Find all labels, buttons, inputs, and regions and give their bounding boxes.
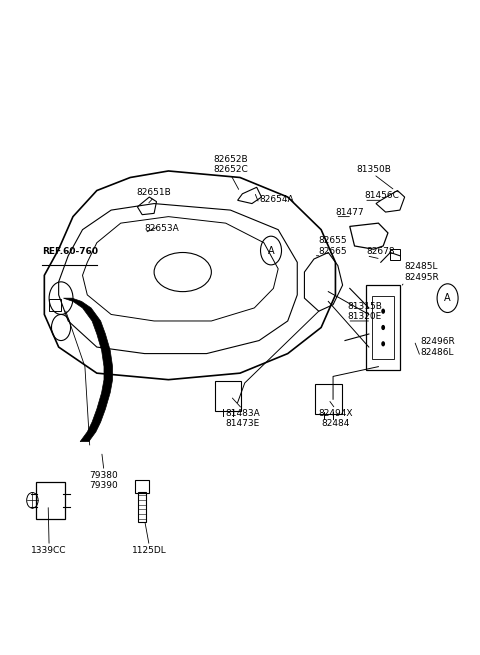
Text: 82652B
82652C: 82652B 82652C xyxy=(213,155,248,174)
Text: 82654A: 82654A xyxy=(259,195,294,204)
Text: 81350B: 81350B xyxy=(356,165,391,174)
Text: 82678: 82678 xyxy=(366,247,395,255)
Text: 82651B: 82651B xyxy=(137,188,171,197)
Text: 82655
82665: 82655 82665 xyxy=(319,236,348,255)
Text: 81315B
81320E: 81315B 81320E xyxy=(348,301,382,321)
Text: REF.60-760: REF.60-760 xyxy=(42,247,98,255)
Text: 82653A: 82653A xyxy=(144,224,180,233)
Text: A: A xyxy=(268,246,275,255)
Circle shape xyxy=(381,325,385,330)
Text: 1339CC: 1339CC xyxy=(31,546,67,555)
Text: 1125DL: 1125DL xyxy=(132,546,167,555)
Text: 79380
79390: 79380 79390 xyxy=(90,471,119,491)
Circle shape xyxy=(381,341,385,346)
Text: 81477: 81477 xyxy=(336,208,364,217)
Polygon shape xyxy=(63,298,113,441)
Text: A: A xyxy=(444,293,451,303)
Text: 81456C: 81456C xyxy=(364,191,399,200)
Text: 82496R
82486L: 82496R 82486L xyxy=(420,337,455,357)
Text: 82485L
82495R: 82485L 82495R xyxy=(405,263,439,282)
Text: 82494X
82484: 82494X 82484 xyxy=(318,409,353,428)
Text: 81483A
81473E: 81483A 81473E xyxy=(225,409,260,428)
Circle shape xyxy=(381,309,385,314)
